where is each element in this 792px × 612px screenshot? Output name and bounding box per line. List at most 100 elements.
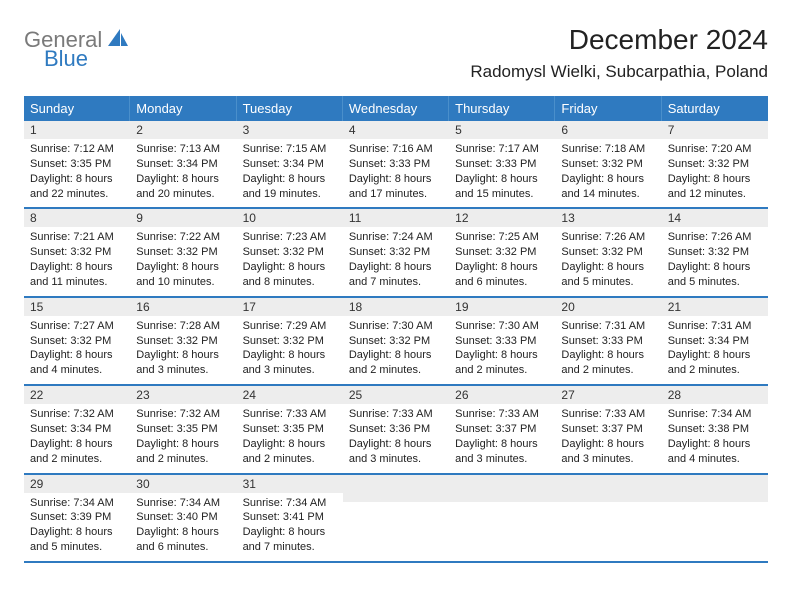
- daylight-line2: and 14 minutes.: [561, 187, 655, 202]
- day-cell: [343, 475, 449, 561]
- sunset-text: Sunset: 3:32 PM: [136, 245, 230, 260]
- daylight-line1: Daylight: 8 hours: [668, 437, 762, 452]
- day-number: 18: [343, 298, 449, 316]
- day-body: Sunrise: 7:34 AMSunset: 3:38 PMDaylight:…: [662, 404, 768, 472]
- daylight-line2: and 17 minutes.: [349, 187, 443, 202]
- title-block: December 2024 Radomysl Wielki, Subcarpat…: [470, 24, 768, 82]
- day-body: Sunrise: 7:16 AMSunset: 3:33 PMDaylight:…: [343, 139, 449, 207]
- day-body: Sunrise: 7:30 AMSunset: 3:33 PMDaylight:…: [449, 316, 555, 384]
- day-body: Sunrise: 7:30 AMSunset: 3:32 PMDaylight:…: [343, 316, 449, 384]
- sunrise-text: Sunrise: 7:30 AM: [349, 319, 443, 334]
- daylight-line1: Daylight: 8 hours: [136, 260, 230, 275]
- daylight-line1: Daylight: 8 hours: [30, 260, 124, 275]
- calendar-grid: Sunday Monday Tuesday Wednesday Thursday…: [24, 96, 768, 563]
- daylight-line1: Daylight: 8 hours: [668, 348, 762, 363]
- daylight-line1: Daylight: 8 hours: [349, 172, 443, 187]
- day-body: Sunrise: 7:20 AMSunset: 3:32 PMDaylight:…: [662, 139, 768, 207]
- sunrise-text: Sunrise: 7:34 AM: [243, 496, 337, 511]
- daylight-line2: and 3 minutes.: [455, 452, 549, 467]
- day-cell: 6Sunrise: 7:18 AMSunset: 3:32 PMDaylight…: [555, 121, 661, 207]
- day-body: Sunrise: 7:24 AMSunset: 3:32 PMDaylight:…: [343, 227, 449, 295]
- daylight-line1: Daylight: 8 hours: [349, 260, 443, 275]
- day-cell: 11Sunrise: 7:24 AMSunset: 3:32 PMDayligh…: [343, 209, 449, 295]
- day-number: 8: [24, 209, 130, 227]
- day-number: 17: [237, 298, 343, 316]
- daylight-line2: and 3 minutes.: [243, 363, 337, 378]
- daylight-line2: and 8 minutes.: [243, 275, 337, 290]
- day-number: 16: [130, 298, 236, 316]
- day-cell: 21Sunrise: 7:31 AMSunset: 3:34 PMDayligh…: [662, 298, 768, 384]
- day-number: 13: [555, 209, 661, 227]
- day-cell: 31Sunrise: 7:34 AMSunset: 3:41 PMDayligh…: [237, 475, 343, 561]
- day-body: Sunrise: 7:34 AMSunset: 3:40 PMDaylight:…: [130, 493, 236, 561]
- location-text: Radomysl Wielki, Subcarpathia, Poland: [470, 62, 768, 82]
- day-body: Sunrise: 7:26 AMSunset: 3:32 PMDaylight:…: [662, 227, 768, 295]
- daylight-line1: Daylight: 8 hours: [561, 172, 655, 187]
- daylight-line1: Daylight: 8 hours: [243, 348, 337, 363]
- sunset-text: Sunset: 3:32 PM: [243, 245, 337, 260]
- day-cell: 28Sunrise: 7:34 AMSunset: 3:38 PMDayligh…: [662, 386, 768, 472]
- sunset-text: Sunset: 3:35 PM: [136, 422, 230, 437]
- daylight-line2: and 2 minutes.: [243, 452, 337, 467]
- daylight-line1: Daylight: 8 hours: [136, 525, 230, 540]
- daylight-line2: and 4 minutes.: [668, 452, 762, 467]
- sunset-text: Sunset: 3:32 PM: [668, 157, 762, 172]
- daylight-line2: and 2 minutes.: [561, 363, 655, 378]
- weekday-header-row: Sunday Monday Tuesday Wednesday Thursday…: [24, 96, 768, 121]
- daylight-line1: Daylight: 8 hours: [668, 172, 762, 187]
- day-number: 27: [555, 386, 661, 404]
- weekday-tuesday: Tuesday: [237, 96, 343, 121]
- daylight-line2: and 7 minutes.: [349, 275, 443, 290]
- daylight-line1: Daylight: 8 hours: [455, 172, 549, 187]
- week-row: 8Sunrise: 7:21 AMSunset: 3:32 PMDaylight…: [24, 209, 768, 297]
- day-number: 25: [343, 386, 449, 404]
- daylight-line2: and 22 minutes.: [30, 187, 124, 202]
- day-number: 24: [237, 386, 343, 404]
- sunset-text: Sunset: 3:38 PM: [668, 422, 762, 437]
- daylight-line2: and 6 minutes.: [136, 540, 230, 555]
- sunset-text: Sunset: 3:34 PM: [243, 157, 337, 172]
- day-number: 6: [555, 121, 661, 139]
- day-number: 4: [343, 121, 449, 139]
- day-cell: 2Sunrise: 7:13 AMSunset: 3:34 PMDaylight…: [130, 121, 236, 207]
- day-cell: 30Sunrise: 7:34 AMSunset: 3:40 PMDayligh…: [130, 475, 236, 561]
- sunrise-text: Sunrise: 7:26 AM: [561, 230, 655, 245]
- day-number: 20: [555, 298, 661, 316]
- day-cell: 9Sunrise: 7:22 AMSunset: 3:32 PMDaylight…: [130, 209, 236, 295]
- daylight-line1: Daylight: 8 hours: [668, 260, 762, 275]
- day-body: Sunrise: 7:25 AMSunset: 3:32 PMDaylight:…: [449, 227, 555, 295]
- daylight-line2: and 5 minutes.: [30, 540, 124, 555]
- daylight-line2: and 3 minutes.: [136, 363, 230, 378]
- sunset-text: Sunset: 3:33 PM: [561, 334, 655, 349]
- day-cell: 24Sunrise: 7:33 AMSunset: 3:35 PMDayligh…: [237, 386, 343, 472]
- day-body: Sunrise: 7:18 AMSunset: 3:32 PMDaylight:…: [555, 139, 661, 207]
- day-cell: 22Sunrise: 7:32 AMSunset: 3:34 PMDayligh…: [24, 386, 130, 472]
- sunset-text: Sunset: 3:32 PM: [136, 334, 230, 349]
- sunrise-text: Sunrise: 7:32 AM: [30, 407, 124, 422]
- sunrise-text: Sunrise: 7:33 AM: [243, 407, 337, 422]
- day-body: Sunrise: 7:27 AMSunset: 3:32 PMDaylight:…: [24, 316, 130, 384]
- sunrise-text: Sunrise: 7:24 AM: [349, 230, 443, 245]
- sunrise-text: Sunrise: 7:34 AM: [668, 407, 762, 422]
- daylight-line1: Daylight: 8 hours: [349, 348, 443, 363]
- day-body: Sunrise: 7:32 AMSunset: 3:35 PMDaylight:…: [130, 404, 236, 472]
- month-title: December 2024: [470, 24, 768, 56]
- day-number: 11: [343, 209, 449, 227]
- daylight-line2: and 6 minutes.: [455, 275, 549, 290]
- day-number: 28: [662, 386, 768, 404]
- day-cell: 10Sunrise: 7:23 AMSunset: 3:32 PMDayligh…: [237, 209, 343, 295]
- week-row: 15Sunrise: 7:27 AMSunset: 3:32 PMDayligh…: [24, 298, 768, 386]
- day-body: Sunrise: 7:26 AMSunset: 3:32 PMDaylight:…: [555, 227, 661, 295]
- sunrise-text: Sunrise: 7:17 AM: [455, 142, 549, 157]
- day-body: Sunrise: 7:33 AMSunset: 3:37 PMDaylight:…: [555, 404, 661, 472]
- day-cell: 14Sunrise: 7:26 AMSunset: 3:32 PMDayligh…: [662, 209, 768, 295]
- logo-sail-icon: [108, 28, 128, 51]
- daylight-line2: and 20 minutes.: [136, 187, 230, 202]
- sunrise-text: Sunrise: 7:32 AM: [136, 407, 230, 422]
- day-number: 19: [449, 298, 555, 316]
- day-body: Sunrise: 7:12 AMSunset: 3:35 PMDaylight:…: [24, 139, 130, 207]
- daylight-line2: and 7 minutes.: [243, 540, 337, 555]
- sunset-text: Sunset: 3:35 PM: [243, 422, 337, 437]
- day-number: 30: [130, 475, 236, 493]
- weekday-friday: Friday: [555, 96, 661, 121]
